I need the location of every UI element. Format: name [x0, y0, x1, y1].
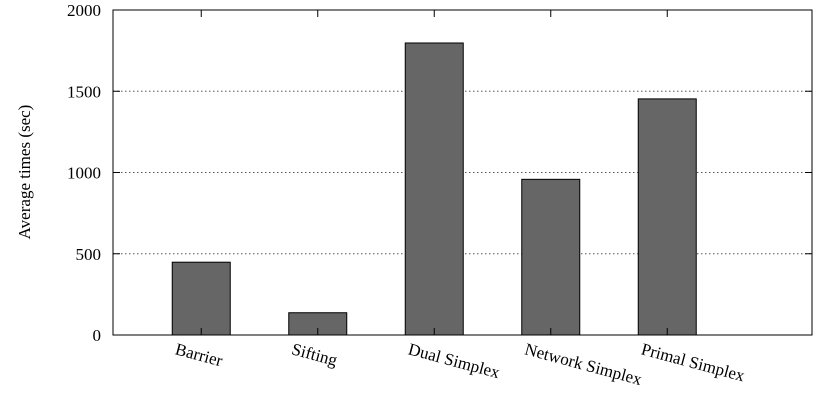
labels-layer: Barrier Sifting Dual Simplex Network Simple…: [173, 340, 747, 390]
bars-layer: [171, 42, 697, 336]
category-label: Sifting: [290, 340, 340, 370]
ticks-layer: 0 500 1000 1500 2000: [67, 1, 812, 345]
bar-primal-simplex: [637, 98, 697, 336]
y-tick-label: 2000: [67, 1, 101, 20]
category-label: Primal Simplex: [639, 340, 747, 386]
category-label: Network Simplex: [523, 340, 645, 390]
y-axis-label: Average times (sec): [15, 105, 34, 240]
bar-network-simplex: [521, 178, 581, 336]
y-tick-label: 0: [93, 326, 102, 345]
bar-barrier: [171, 261, 231, 336]
bar-dual-simplex: [404, 42, 464, 336]
y-tick-label: 1000: [67, 164, 101, 183]
y-tick-label: 500: [76, 245, 102, 264]
category-label: Dual Simplex: [406, 340, 502, 383]
category-label: Barrier: [173, 340, 225, 371]
y-tick-label: 1500: [67, 82, 101, 101]
